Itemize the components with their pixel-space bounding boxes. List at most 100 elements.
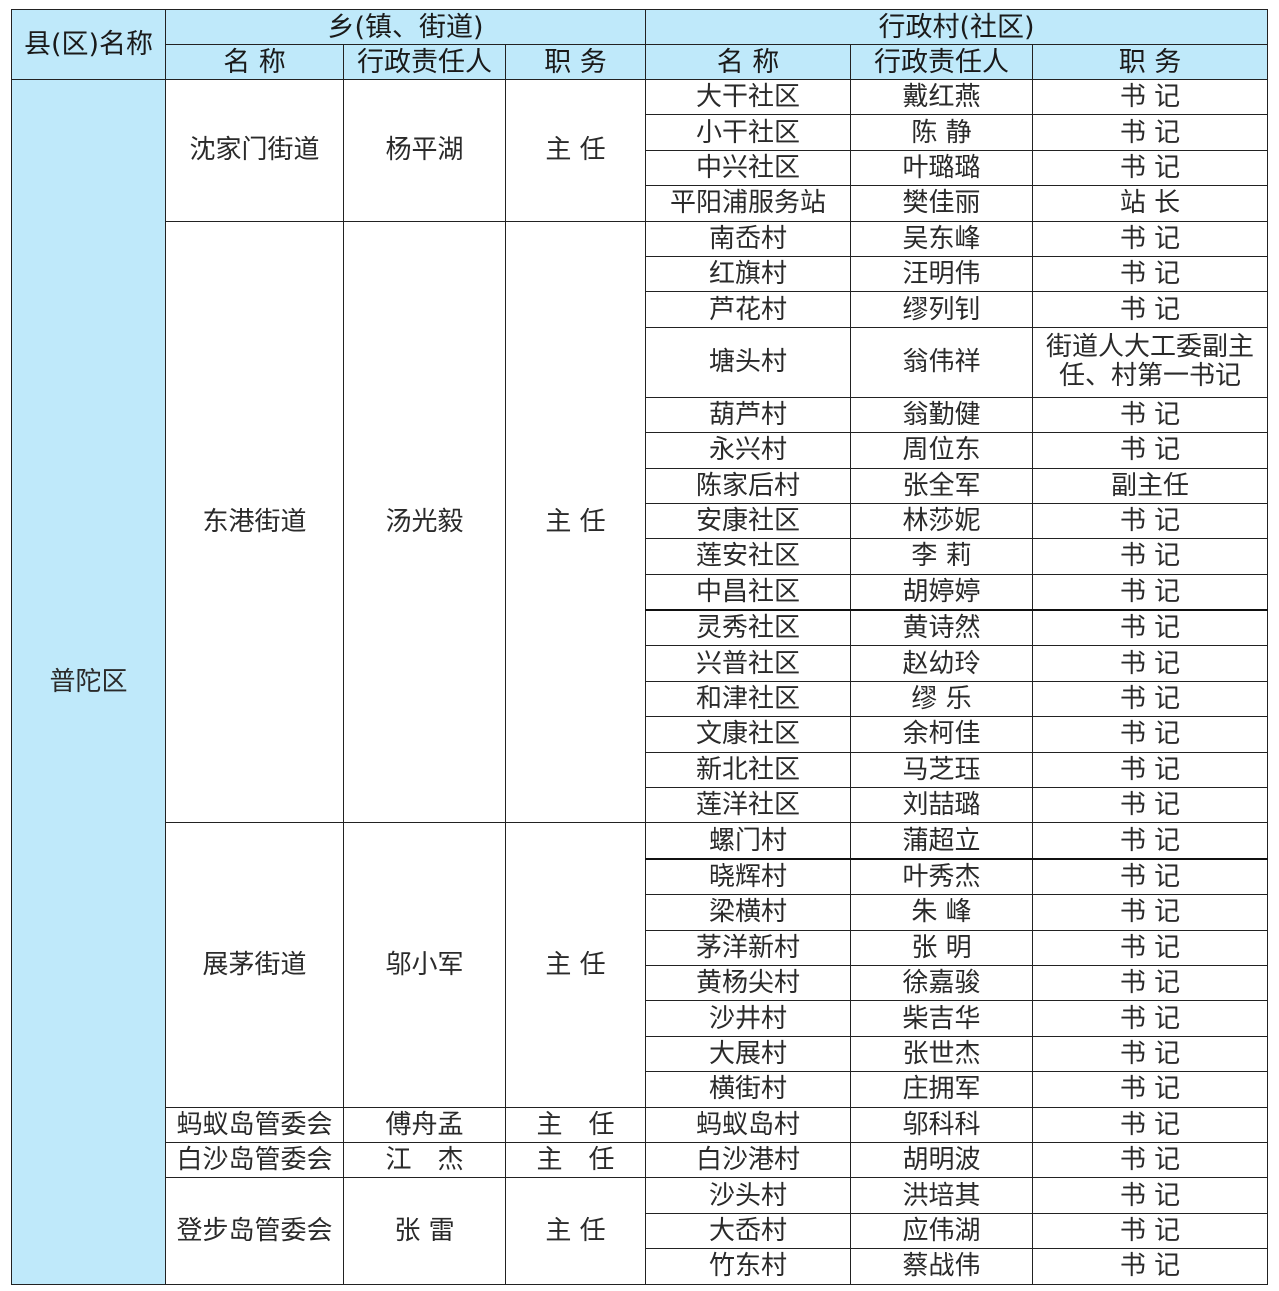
- township-position: 主 任: [505, 822, 646, 1108]
- village-person: 马芝珏: [850, 751, 1033, 789]
- village-person: 陈 静: [850, 114, 1033, 151]
- village-person: 黄诗然: [850, 609, 1033, 647]
- village-person: 樊佳丽: [850, 185, 1033, 222]
- village-position: 书 记: [1032, 857, 1268, 896]
- township-person: 邬小军: [343, 822, 506, 1108]
- village-position: 书 记: [1032, 1000, 1268, 1037]
- village-position: 书 记: [1032, 645, 1268, 682]
- village-name: 横街村: [645, 1071, 851, 1108]
- village-name: 红旗村: [645, 255, 851, 293]
- village-name: 茅洋新村: [645, 929, 851, 966]
- table-row: 陈家后村 张全军 副主任: [12, 467, 1268, 504]
- village-name: 芦花村: [645, 291, 851, 328]
- village-position: 书 记: [1032, 964, 1268, 1002]
- table-row: 茅洋新村张 明书 记: [12, 929, 1268, 966]
- header-township-person: 行政责任人: [343, 44, 506, 80]
- village-position: 书 记: [1032, 1071, 1268, 1108]
- village-name: 中兴社区: [645, 149, 851, 187]
- table-row: 梁横村朱 峰书 记: [12, 894, 1268, 931]
- table-row: 沙井村 柴吉华书 记: [12, 1000, 1268, 1037]
- township-person: 傅舟孟: [343, 1106, 506, 1143]
- village-position: 书 记: [1032, 573, 1268, 611]
- village-name: 梁横村: [645, 894, 851, 931]
- village-name: 新北社区: [645, 751, 851, 789]
- village-name: 文康社区: [645, 716, 851, 753]
- village-position: 书 记: [1032, 1248, 1268, 1285]
- header-village-name: 名 称: [645, 44, 851, 80]
- village-name: 沙井村: [645, 1000, 851, 1037]
- township-position: 主 任: [505, 79, 646, 222]
- village-position: 书 记: [1032, 822, 1268, 860]
- village-person: 周位东: [850, 432, 1033, 469]
- table-row: 东港街道 汤光毅主 任南岙村 吴东峰书 记: [12, 220, 1268, 824]
- table-row: 黄杨尖村 徐嘉骏书 记: [12, 964, 1268, 1002]
- village-name: 塘头村: [645, 326, 851, 398]
- village-position: 书 记: [1032, 291, 1268, 328]
- village-name: 竹东村: [645, 1248, 851, 1285]
- village-person: 张世杰: [850, 1035, 1033, 1073]
- village-name: 莲安社区: [645, 538, 851, 575]
- township-name: 展茅街道: [165, 822, 344, 1108]
- village-person: 余柯佳: [850, 716, 1033, 753]
- leaders-table: 县(区)名称 乡(镇、街道) 行政村(社区) 名 称 行政责任人 职 务 名 称…: [11, 9, 1268, 1285]
- village-person: 邬科科: [850, 1106, 1033, 1143]
- table-row: 文康社区 余柯佳书 记: [12, 716, 1268, 753]
- township-position: 主 任: [505, 1106, 646, 1143]
- village-position: 书 记: [1032, 220, 1268, 257]
- village-person: 戴红燕: [850, 78, 1033, 116]
- village-person: 胡明波: [850, 1141, 1033, 1179]
- table-row: 塘头村 翁伟祥 街道人大工委副主任、村第一书记: [12, 326, 1268, 398]
- table-row: 晓辉村 叶秀杰书 记: [12, 857, 1268, 896]
- header-village-group: 行政村(社区): [645, 9, 1268, 45]
- village-person: 张全军: [850, 467, 1033, 504]
- village-person: 吴东峰: [850, 220, 1033, 257]
- table-row: 莲洋社区 刘喆璐书 记: [12, 787, 1268, 824]
- township-name: 蚂蚁岛管委会: [165, 1106, 344, 1143]
- village-name: 南岙村: [645, 220, 851, 257]
- table-row: 大展村 张世杰书 记: [12, 1035, 1268, 1073]
- village-person: 洪培其: [850, 1177, 1033, 1214]
- village-position: 站 长: [1032, 185, 1268, 222]
- village-position: 书 记: [1032, 432, 1268, 469]
- township-name: 东港街道: [165, 220, 344, 824]
- village-person: 庄拥军: [850, 1071, 1033, 1108]
- village-person: 叶秀杰: [850, 857, 1033, 896]
- village-position: 书 记: [1032, 894, 1268, 931]
- township-name: 白沙岛管委会: [165, 1141, 344, 1179]
- table-row: 灵秀社区 黄诗然书 记: [12, 609, 1268, 647]
- village-person: 叶璐璐: [850, 149, 1033, 187]
- village-person: 林莎妮: [850, 502, 1033, 540]
- village-person: 胡婷婷: [850, 573, 1033, 611]
- village-person: 柴吉华: [850, 1000, 1033, 1037]
- table-row: 红旗村 汪明伟书 记: [12, 255, 1268, 293]
- village-person: 翁勤健: [850, 396, 1033, 434]
- table-row: 登步岛管委会张 雷主 任沙头村 洪培其书 记: [12, 1177, 1268, 1285]
- table-row: 莲安社区李 莉书 记: [12, 538, 1268, 575]
- village-name: 平阳浦服务站: [645, 185, 851, 222]
- table-row: 普陀区 沈家门街道 杨平湖主 任大干社区 戴红燕书 记: [11, 78, 1268, 1285]
- village-name: 沙头村: [645, 1177, 851, 1214]
- village-name: 蚂蚁岛村: [645, 1106, 851, 1143]
- village-position: 书 记: [1032, 78, 1268, 116]
- township-position: 主 任: [505, 1177, 646, 1285]
- header-township-position: 职 务: [505, 44, 646, 80]
- village-position: 书 记: [1032, 609, 1268, 647]
- header-township-group: 乡(镇、街道): [165, 9, 646, 45]
- table-row: 和津社区缪 乐书 记: [12, 680, 1268, 718]
- village-name: 莲洋社区: [645, 787, 851, 824]
- village-name: 小干社区: [645, 114, 851, 151]
- village-name: 永兴村: [645, 432, 851, 469]
- header-village-person: 行政责任人: [850, 44, 1033, 80]
- table-row: 小干社区陈 静书 记: [12, 114, 1268, 151]
- village-name: 兴普社区: [645, 645, 851, 682]
- village-person: 蒲超立: [850, 822, 1033, 860]
- village-position: 书 记: [1032, 538, 1268, 575]
- village-name: 白沙港村: [645, 1141, 851, 1179]
- village-person: 徐嘉骏: [850, 964, 1033, 1002]
- village-position: 书 记: [1032, 1212, 1268, 1250]
- village-position: 书 记: [1032, 1177, 1268, 1214]
- village-position: 书 记: [1032, 751, 1268, 789]
- township-person: 汤光毅: [343, 220, 506, 824]
- village-position: 书 记: [1032, 1035, 1268, 1073]
- table-row: 展茅街道 邬小军主 任螺门村 蒲超立书 记: [12, 822, 1268, 1108]
